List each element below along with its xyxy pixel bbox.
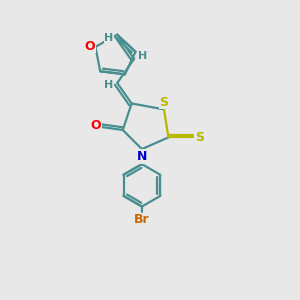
- Text: S: S: [160, 95, 169, 109]
- Text: S: S: [195, 131, 204, 144]
- Text: H: H: [104, 80, 114, 90]
- Text: O: O: [90, 119, 101, 132]
- Text: O: O: [85, 40, 95, 53]
- Text: Br: Br: [134, 213, 150, 226]
- Text: H: H: [138, 51, 147, 61]
- Text: H: H: [104, 33, 114, 43]
- Text: N: N: [137, 150, 148, 163]
